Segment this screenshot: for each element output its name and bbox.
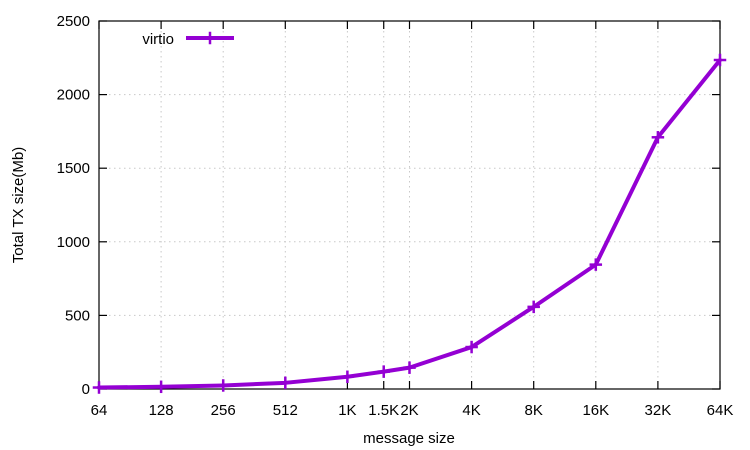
x-tick-label: 8K <box>525 402 543 419</box>
data-point <box>403 361 416 374</box>
series-line-virtio <box>97 58 722 390</box>
y-tick-label: 2500 <box>57 13 90 30</box>
data-point <box>92 381 106 394</box>
data-point <box>377 365 390 378</box>
legend-marker-glyph <box>203 31 217 45</box>
x-tick-label: 64K <box>707 402 734 419</box>
series-layer <box>92 53 727 394</box>
x-tick-label: 512 <box>273 402 298 419</box>
tick-label-layer: 0 500 1000 1500 2000 2500 64 128 256 512 1K 1.5K 2K 4… <box>57 13 734 419</box>
y-axis-title: Total TX size(Mb) <box>10 147 27 263</box>
x-tick-label: 4K <box>462 402 480 419</box>
y-tick-label: 0 <box>82 381 90 398</box>
y-tick-label: 2000 <box>57 87 90 104</box>
legend-marker-virtio <box>203 31 217 45</box>
grid-layer <box>99 21 720 389</box>
legend-label-virtio: virtio <box>142 31 174 48</box>
y-tick-label: 1000 <box>57 234 90 251</box>
data-point <box>651 131 665 144</box>
x-tick-label: 32K <box>645 402 672 419</box>
legend: virtio <box>142 31 234 48</box>
x-tick-label: 256 <box>211 402 236 419</box>
y-tick-label: 1500 <box>57 160 90 177</box>
x-tick-label: 2K <box>400 402 418 419</box>
data-point <box>154 380 168 394</box>
y-tick-label: 500 <box>65 307 90 324</box>
x-tick-label: 64 <box>91 402 108 419</box>
data-point <box>465 340 478 354</box>
data-point <box>589 258 603 271</box>
x-tick-label: 128 <box>149 402 174 419</box>
data-point <box>713 53 727 67</box>
x-tick-label: 1.5K <box>368 402 399 419</box>
data-point <box>527 300 540 314</box>
x-tick-label: 1K <box>338 402 356 419</box>
data-point <box>279 376 292 390</box>
x-tick-label: 16K <box>582 402 609 419</box>
data-point <box>216 379 230 392</box>
x-axis-title: message size <box>363 430 455 447</box>
data-point <box>341 370 354 384</box>
